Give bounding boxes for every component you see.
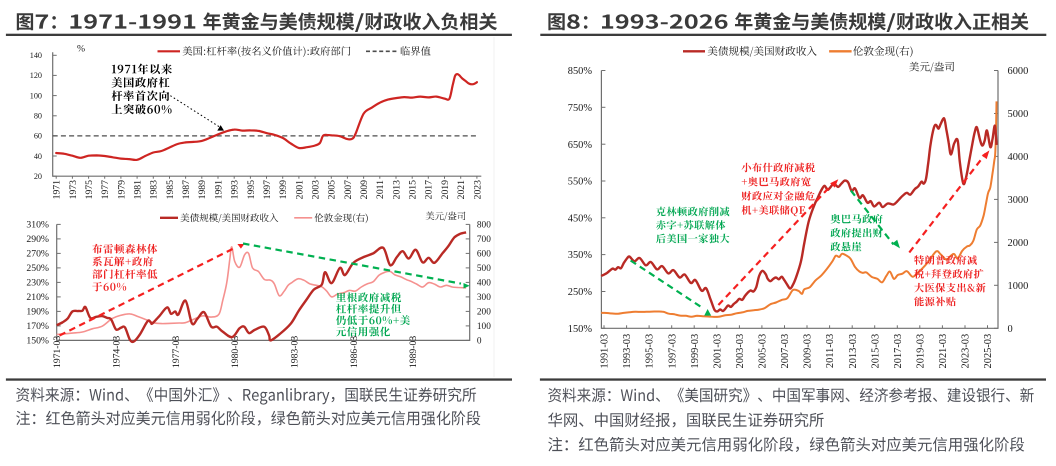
svg-text:60: 60 [34,132,42,141]
svg-text:2005-03: 2005-03 [758,334,769,369]
svg-text:1999-03: 1999-03 [690,334,701,369]
svg-text:1975: 1975 [84,180,95,200]
svg-text:1971-03: 1971-03 [52,336,63,368]
svg-text:1983: 1983 [149,180,160,200]
svg-text:2017: 2017 [424,180,435,200]
svg-text:1974-03: 1974-03 [111,336,122,368]
svg-text:%: % [77,44,85,55]
svg-text:20: 20 [34,172,42,181]
svg-text:1980-03: 1980-03 [230,336,241,368]
svg-text:80: 80 [34,112,42,121]
svg-text:190%: 190% [26,307,49,318]
svg-text:1973: 1973 [68,180,79,200]
svg-text:300: 300 [477,293,491,303]
svg-text:750%: 750% [568,103,593,114]
svg-text:230%: 230% [26,278,49,289]
svg-text:100: 100 [30,91,42,100]
svg-text:1991: 1991 [213,180,224,200]
svg-text:1995-03: 1995-03 [645,334,656,369]
svg-text:210%: 210% [26,292,49,303]
svg-text:2021: 2021 [456,180,467,200]
svg-text:2023-03: 2023-03 [961,334,972,369]
svg-text:2013-03: 2013-03 [848,334,859,369]
svg-text:2019: 2019 [440,180,451,200]
svg-text:1999: 1999 [278,180,289,200]
svg-text:550%: 550% [568,177,593,188]
svg-text:2009: 2009 [359,180,370,200]
svg-text:2001: 2001 [294,180,305,200]
svg-text:1983-03: 1983-03 [290,336,301,368]
svg-text:5000: 5000 [1008,109,1029,120]
svg-text:150%: 150% [26,336,49,347]
svg-text:1977: 1977 [100,180,111,200]
svg-text:2003-03: 2003-03 [735,334,746,369]
svg-text:700: 700 [477,235,491,245]
svg-text:2011-03: 2011-03 [825,334,836,368]
svg-text:2011: 2011 [375,180,386,199]
svg-text:2019-03: 2019-03 [915,334,926,369]
svg-text:650%: 650% [568,140,593,151]
svg-text:2007-03: 2007-03 [780,334,791,369]
svg-text:40: 40 [34,152,42,161]
svg-text:1993: 1993 [230,180,241,200]
svg-text:270%: 270% [26,249,49,260]
svg-text:1993-03: 1993-03 [622,334,633,369]
svg-text:2015: 2015 [408,180,419,200]
svg-text:2013: 2013 [391,180,402,200]
svg-text:1985: 1985 [165,180,176,200]
svg-text:2023: 2023 [472,180,483,200]
svg-text:2017-03: 2017-03 [893,334,904,369]
svg-text:1991-03: 1991-03 [600,334,611,369]
svg-text:2005: 2005 [327,180,338,200]
svg-text:1989: 1989 [197,180,208,200]
svg-text:400: 400 [477,279,491,289]
svg-text:250%: 250% [26,263,49,274]
svg-text:600: 600 [477,250,491,260]
svg-text:1986-03: 1986-03 [349,336,360,368]
svg-text:2025-03: 2025-03 [983,334,994,369]
svg-text:4000: 4000 [1008,152,1029,163]
svg-text:2003: 2003 [311,180,322,200]
svg-text:1977-03: 1977-03 [171,336,182,368]
svg-text:850%: 850% [568,66,593,77]
svg-text:1000: 1000 [1008,281,1029,292]
svg-text:150%: 150% [568,324,593,335]
svg-text:1987: 1987 [181,180,192,200]
svg-text:450%: 450% [568,213,593,224]
svg-text:200: 200 [477,308,491,318]
svg-text:140: 140 [30,51,42,60]
svg-text:6000: 6000 [1008,66,1029,77]
svg-text:1997: 1997 [262,180,273,200]
svg-text:2015-03: 2015-03 [870,334,881,369]
svg-text:1997-03: 1997-03 [667,334,678,369]
svg-text:1989-03: 1989-03 [408,336,419,368]
svg-text:3000: 3000 [1008,195,1029,206]
svg-text:800: 800 [477,221,491,231]
svg-text:0: 0 [1008,324,1013,335]
svg-text:0: 0 [477,337,482,347]
svg-text:1979: 1979 [116,180,127,200]
svg-text:250%: 250% [568,287,593,298]
svg-text:1981: 1981 [133,180,144,200]
svg-text:2007: 2007 [343,180,354,200]
svg-text:2009-03: 2009-03 [803,334,814,369]
svg-text:2000: 2000 [1008,238,1029,249]
svg-text:100: 100 [477,322,491,332]
svg-text:120: 120 [30,71,42,80]
svg-text:290%: 290% [26,234,49,245]
svg-text:2021-03: 2021-03 [938,334,949,369]
svg-text:1971: 1971 [52,180,63,200]
svg-text:170%: 170% [26,321,49,332]
svg-text:2001-03: 2001-03 [712,334,723,369]
svg-text:310%: 310% [26,220,49,231]
svg-text:350%: 350% [568,250,593,261]
svg-text:1995: 1995 [246,180,257,200]
svg-text:500: 500 [477,264,491,274]
